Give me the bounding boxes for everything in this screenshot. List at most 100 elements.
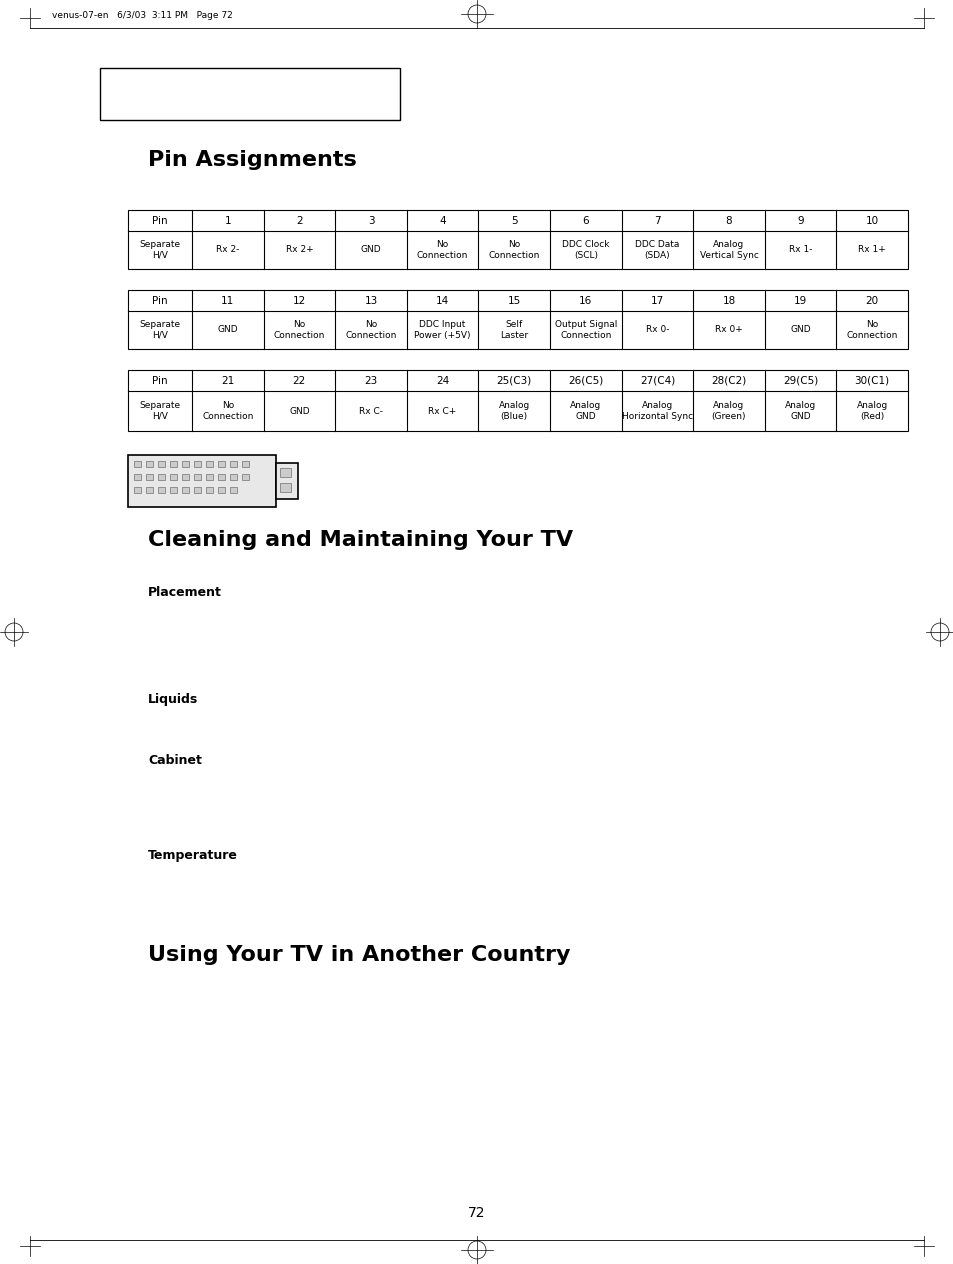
Text: Cabinet: Cabinet — [148, 753, 202, 766]
Bar — [158, 461, 165, 466]
Bar — [193, 461, 201, 466]
Bar — [146, 474, 152, 480]
Text: 10: 10 — [864, 215, 878, 225]
Text: Separate
H/V: Separate H/V — [139, 320, 180, 340]
Text: 21: 21 — [221, 375, 234, 386]
Bar — [146, 461, 152, 466]
Text: DDC Input
Power (+5V): DDC Input Power (+5V) — [414, 320, 471, 340]
Bar — [170, 487, 177, 493]
Text: Placement: Placement — [148, 586, 222, 599]
Text: Rx 1+: Rx 1+ — [858, 245, 885, 254]
Text: GND: GND — [217, 326, 238, 335]
Bar — [230, 487, 236, 493]
Bar — [128, 370, 907, 431]
Text: Analog
GND: Analog GND — [784, 401, 816, 421]
Bar — [193, 474, 201, 480]
Bar — [230, 474, 236, 480]
Text: GND: GND — [360, 245, 381, 254]
Text: Self
Laster: Self Laster — [499, 320, 528, 340]
Text: 1: 1 — [224, 215, 231, 225]
Text: 11: 11 — [221, 296, 234, 306]
Bar — [206, 461, 213, 466]
Text: Cleaning and Maintaining Your TV: Cleaning and Maintaining Your TV — [148, 530, 573, 550]
Text: 8: 8 — [725, 215, 732, 225]
Text: 30(C1): 30(C1) — [854, 375, 889, 386]
Bar — [170, 461, 177, 466]
Text: GND: GND — [789, 326, 810, 335]
Text: 26(C5): 26(C5) — [568, 375, 603, 386]
Bar — [146, 487, 152, 493]
Bar — [182, 461, 189, 466]
Text: 7: 7 — [654, 215, 660, 225]
Text: Rx 1-: Rx 1- — [788, 245, 812, 254]
Text: Rx C-: Rx C- — [358, 407, 382, 416]
Bar — [158, 487, 165, 493]
Bar — [128, 289, 907, 349]
Text: Using Your TV in Another Country: Using Your TV in Another Country — [148, 945, 570, 964]
Text: No
Connection: No Connection — [274, 320, 325, 340]
Bar — [242, 461, 249, 466]
Text: Pin Assignments: Pin Assignments — [148, 150, 356, 169]
Bar — [242, 474, 249, 480]
Bar — [133, 461, 141, 466]
Text: Rx C+: Rx C+ — [428, 407, 456, 416]
Bar — [128, 455, 275, 507]
Bar — [182, 487, 189, 493]
Text: Analog
GND: Analog GND — [570, 401, 600, 421]
Text: DDC Data
(SDA): DDC Data (SDA) — [635, 240, 679, 259]
Bar — [158, 474, 165, 480]
Text: 72: 72 — [468, 1206, 485, 1220]
Text: 18: 18 — [721, 296, 735, 306]
Text: No
Connection: No Connection — [202, 401, 253, 421]
Bar — [133, 474, 141, 480]
Text: 19: 19 — [793, 296, 806, 306]
Bar — [218, 487, 225, 493]
Text: 3: 3 — [367, 215, 374, 225]
Text: 16: 16 — [578, 296, 592, 306]
Text: 9: 9 — [797, 215, 803, 225]
Text: No
Connection: No Connection — [345, 320, 396, 340]
Text: Analog
Horizontal Sync: Analog Horizontal Sync — [621, 401, 692, 421]
Bar — [182, 474, 189, 480]
Text: Pin: Pin — [152, 375, 168, 386]
Text: Temperature: Temperature — [148, 848, 237, 862]
Text: 13: 13 — [364, 296, 377, 306]
Text: 2: 2 — [295, 215, 302, 225]
Text: No
Connection: No Connection — [488, 240, 539, 259]
Text: 25(C3): 25(C3) — [496, 375, 531, 386]
Text: GND: GND — [289, 407, 310, 416]
Text: 6: 6 — [582, 215, 588, 225]
Text: 24: 24 — [436, 375, 449, 386]
Text: Pin: Pin — [152, 296, 168, 306]
Bar — [206, 474, 213, 480]
Bar — [218, 461, 225, 466]
Text: 14: 14 — [436, 296, 449, 306]
Text: Output Signal
Connection: Output Signal Connection — [554, 320, 617, 340]
Text: 17: 17 — [650, 296, 663, 306]
Bar — [128, 210, 907, 269]
Text: 4: 4 — [438, 215, 445, 225]
Text: 23: 23 — [364, 375, 377, 386]
Text: Rx 0+: Rx 0+ — [715, 326, 742, 335]
Text: Rx 2+: Rx 2+ — [285, 245, 313, 254]
Text: 12: 12 — [293, 296, 306, 306]
Text: DDC Clock
(SCL): DDC Clock (SCL) — [561, 240, 609, 259]
Bar — [206, 487, 213, 493]
Bar — [218, 474, 225, 480]
Text: 5: 5 — [510, 215, 517, 225]
Text: Analog
(Red): Analog (Red) — [856, 401, 887, 421]
Bar — [133, 487, 141, 493]
Text: 20: 20 — [864, 296, 878, 306]
Text: Analog
Vertical Sync: Analog Vertical Sync — [699, 240, 758, 259]
Text: 27(C4): 27(C4) — [639, 375, 675, 386]
Text: 22: 22 — [293, 375, 306, 386]
Text: venus-07-en   6/3/03  3:11 PM   Page 72: venus-07-en 6/3/03 3:11 PM Page 72 — [52, 10, 233, 19]
Bar — [280, 468, 291, 477]
Bar — [230, 461, 236, 466]
Text: Pin: Pin — [152, 215, 168, 225]
Bar — [170, 474, 177, 480]
Bar — [100, 68, 399, 120]
Text: 28(C2): 28(C2) — [711, 375, 746, 386]
Bar — [280, 483, 291, 492]
Bar — [193, 487, 201, 493]
